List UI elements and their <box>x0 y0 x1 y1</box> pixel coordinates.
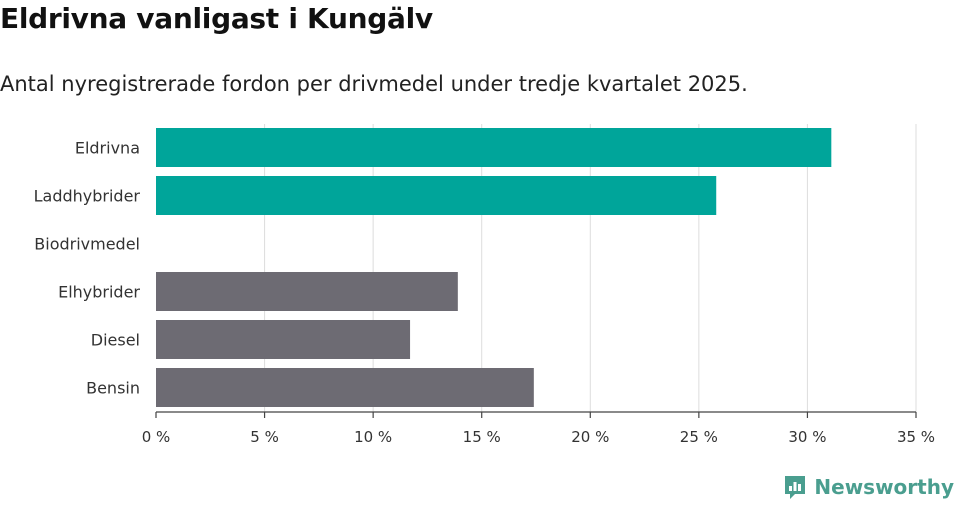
bar-chart: Eldrivna Laddhybrider Biodrivmedel Elhybrid… <box>34 124 935 446</box>
bar <box>156 272 458 311</box>
newsworthy-logo: Newsworthy <box>782 474 954 500</box>
bar <box>156 368 534 407</box>
x-tick-label: 25 % <box>680 428 718 446</box>
bar <box>156 176 717 215</box>
x-tick-label: 30 % <box>788 428 826 446</box>
chart-subtitle: Antal nyregistrerade fordon per drivmede… <box>0 72 748 96</box>
category-label: Laddhybrider <box>34 187 141 206</box>
x-tick-label: 10 % <box>354 428 392 446</box>
brand-name: Newsworthy <box>814 475 954 499</box>
chart-title: Eldrivna vanligast i Kungälv <box>0 2 433 35</box>
category-label: Elhybrider <box>58 283 140 302</box>
x-tick-label: 35 % <box>897 428 935 446</box>
x-tick-label: 15 % <box>463 428 501 446</box>
x-tick-label: 0 % <box>142 428 171 446</box>
category-label: Bensin <box>86 379 140 398</box>
bar <box>156 320 411 359</box>
category-label: Eldrivna <box>75 139 140 158</box>
bar <box>156 128 832 167</box>
newsworthy-logo-icon <box>785 476 806 499</box>
x-tick-label: 20 % <box>571 428 609 446</box>
category-label: Biodrivmedel <box>34 235 140 254</box>
category-label: Diesel <box>91 331 140 350</box>
x-tick-label: 5 % <box>250 428 279 446</box>
